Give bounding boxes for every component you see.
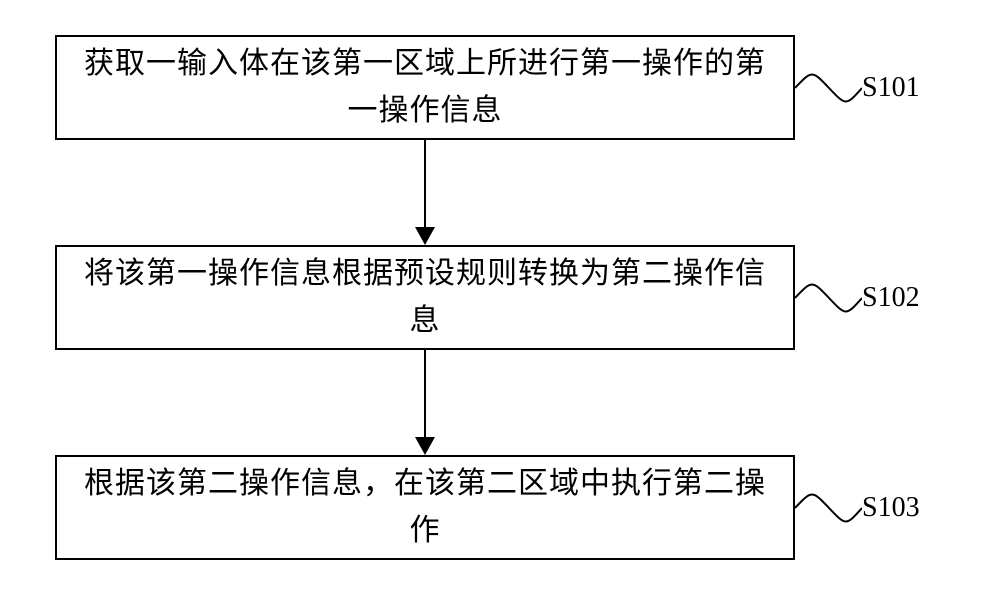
step-text-s101: 获取一输入体在该第一区域上所进行第一操作的第一操作信息 [77, 41, 773, 134]
step-text-s102: 将该第一操作信息根据预设规则转换为第二操作信息 [77, 251, 773, 344]
connector-tilde-s101 [795, 68, 862, 108]
flowchart-canvas: 获取一输入体在该第一区域上所进行第一操作的第一操作信息 S101 将该第一操作信… [0, 0, 1000, 599]
step-label-s103: S103 [862, 492, 920, 524]
connector-tilde-s102 [795, 278, 862, 318]
step-box-s102: 将该第一操作信息根据预设规则转换为第二操作信息 [55, 245, 795, 350]
step-text-s103: 根据该第二操作信息，在该第二区域中执行第二操作 [77, 461, 773, 554]
step-label-s101: S101 [862, 72, 920, 104]
step-label-s102: S102 [862, 282, 920, 314]
arrow-s101-s102 [411, 140, 439, 245]
step-box-s101: 获取一输入体在该第一区域上所进行第一操作的第一操作信息 [55, 35, 795, 140]
connector-tilde-s103 [795, 488, 862, 528]
arrow-s102-s103 [411, 350, 439, 455]
step-box-s103: 根据该第二操作信息，在该第二区域中执行第二操作 [55, 455, 795, 560]
